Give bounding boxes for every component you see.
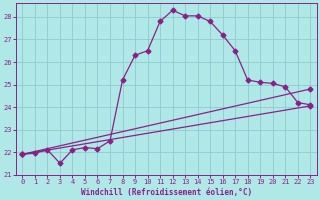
X-axis label: Windchill (Refroidissement éolien,°C): Windchill (Refroidissement éolien,°C) <box>81 188 252 197</box>
